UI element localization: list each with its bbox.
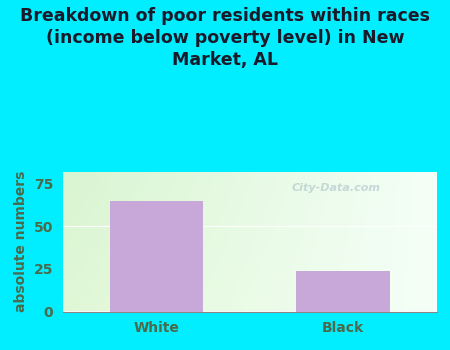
Y-axis label: absolute numbers: absolute numbers <box>14 171 28 312</box>
Bar <box>110 201 203 312</box>
Text: Breakdown of poor residents within races
(income below poverty level) in New
Mar: Breakdown of poor residents within races… <box>20 7 430 69</box>
Text: City-Data.com: City-Data.com <box>291 183 380 193</box>
Bar <box>297 271 390 312</box>
